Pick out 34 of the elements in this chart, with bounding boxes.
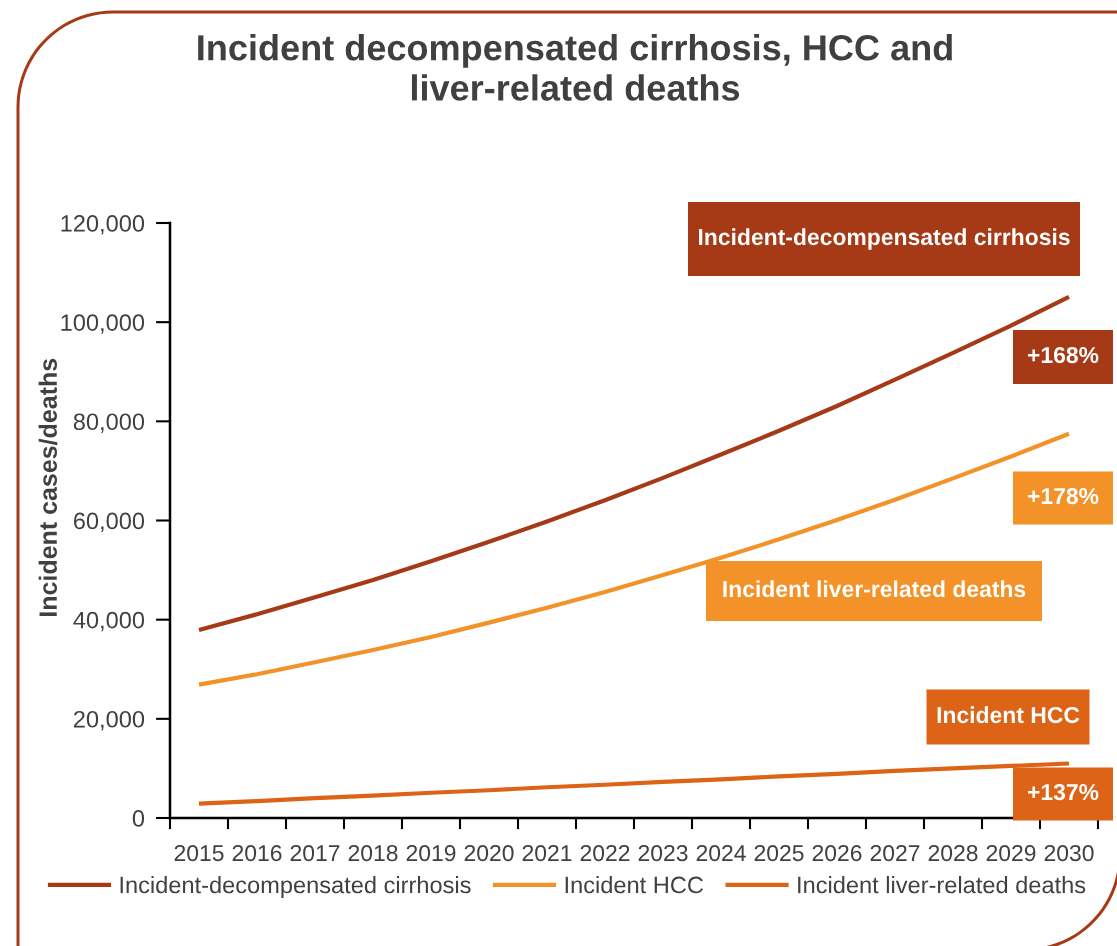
- annotation: Incident HCC: [937, 706, 1080, 724]
- x-tick-label: 2019: [406, 844, 456, 862]
- x-tick-label: 2025: [754, 844, 804, 862]
- y-tick-label: 0: [132, 810, 145, 827]
- legend-label: Incident-decompensated cirrhosis: [120, 875, 471, 899]
- x-tick-label: 2024: [696, 844, 746, 862]
- legend-label: Incident HCC: [565, 875, 704, 894]
- y-axis-title: Incident cases/deaths: [38, 358, 58, 616]
- x-tick-label: 2021: [522, 844, 572, 862]
- y-tick-label: 80,000: [73, 413, 145, 433]
- x-tick-label: 2023: [638, 844, 688, 862]
- legend-label: Incident liver-related deaths: [798, 875, 1086, 894]
- x-tick-label: 2028: [928, 844, 978, 862]
- annotation: +168%: [1027, 346, 1099, 364]
- chart-title: Incident decompensated cirrhosis, HCC and liver-related deaths: [198, 34, 952, 101]
- annotation: Incident liver-related deaths: [723, 580, 1026, 598]
- x-tick-label: 2027: [870, 844, 920, 862]
- y-tick-label: 60,000: [73, 512, 145, 533]
- x-tick-label: 2022: [580, 844, 630, 862]
- y-tick-label: 20,000: [73, 710, 145, 731]
- x-tick-label: 2016: [232, 844, 282, 862]
- x-tick-label: 2029: [986, 844, 1036, 862]
- annotation: +178%: [1027, 487, 1099, 505]
- y-tick-label: 40,000: [73, 611, 145, 632]
- x-tick-label: 2017: [290, 844, 340, 862]
- annotation: Incident-decompensated cirrhosis: [698, 228, 1070, 250]
- x-tick-label: 2026: [812, 844, 862, 862]
- x-tick-label: 2018: [348, 844, 398, 862]
- x-tick-label: 2015: [174, 844, 224, 862]
- x-tick-label: 2020: [464, 844, 514, 862]
- y-tick-label: 100,000: [61, 314, 145, 334]
- y-tick-label: 120,000: [61, 215, 145, 235]
- x-tick-label: 2030: [1044, 844, 1094, 862]
- annotation: +137%: [1027, 783, 1099, 801]
